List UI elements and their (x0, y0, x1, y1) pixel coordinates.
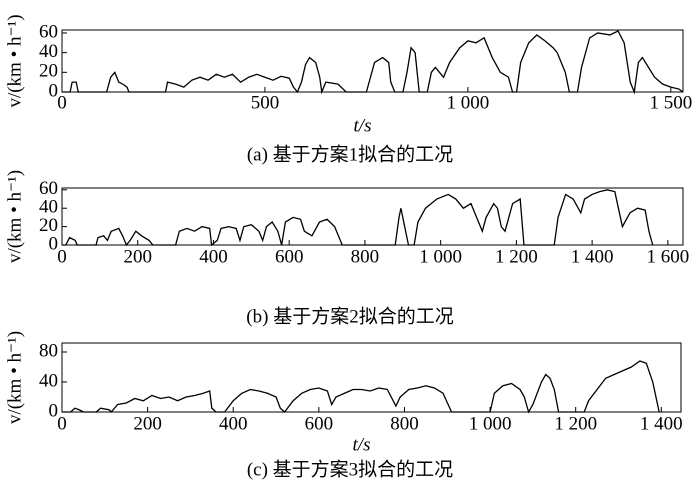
speed-line (62, 360, 660, 414)
y-tick-label: 40 (39, 41, 58, 62)
x-tick-label: 200 (123, 246, 152, 267)
y-tick-label: 60 (39, 21, 58, 42)
y-tick-label: 20 (39, 215, 58, 236)
x-tick-label: 1 200 (495, 246, 538, 267)
x-tick-label: 1 000 (419, 246, 462, 267)
x-tick-label: 0 (57, 92, 67, 113)
x-tick-label: 600 (305, 413, 334, 434)
chart-title: (b) 基于方案2拟合的工况 (246, 305, 453, 327)
plot-frame (61, 29, 684, 93)
x-tick-label: 200 (133, 413, 162, 434)
x-tick-label: 1 000 (469, 413, 512, 434)
y-axis-label: v/(km • h⁻¹) (4, 331, 25, 424)
speed-line (62, 30, 684, 95)
x-tick-label: 1 200 (554, 413, 597, 434)
x-tick-label: 1 000 (447, 92, 490, 113)
y-tick-label: 0 (49, 80, 59, 101)
x-tick-label: 1 500 (649, 92, 692, 113)
chart-title: (c) 基于方案3拟合的工况 (247, 458, 453, 480)
y-tick-label: 0 (49, 400, 59, 421)
plot-frame (61, 342, 682, 413)
x-axis-label: t/s (354, 115, 372, 136)
y-tick-label: 40 (39, 370, 58, 391)
y-axis-label: v/(km • h⁻¹) (4, 170, 25, 263)
speed-line (62, 189, 654, 247)
x-tick-label: 800 (351, 246, 380, 267)
x-tick-label: 400 (199, 246, 228, 267)
y-tick-label: 60 (39, 178, 58, 199)
x-tick-label: 1 400 (571, 246, 614, 267)
y-tick-label: 0 (49, 233, 59, 254)
y-tick-label: 40 (39, 197, 58, 218)
y-tick-label: 80 (39, 340, 58, 361)
x-tick-label: 1 600 (646, 246, 689, 267)
x-tick-label: 500 (251, 92, 280, 113)
y-axis-label: v/(km • h⁻¹) (4, 14, 25, 107)
x-tick-label: 600 (275, 246, 304, 267)
x-axis-label: t/s (353, 434, 371, 455)
x-tick-label: 1 400 (640, 413, 683, 434)
x-tick-label: 800 (390, 413, 419, 434)
x-tick-label: 0 (57, 246, 67, 267)
x-tick-label: 0 (57, 413, 67, 434)
chart-title: (a) 基于方案1拟合的工况 (247, 143, 453, 165)
x-tick-label: 400 (219, 413, 248, 434)
y-tick-label: 20 (39, 61, 58, 82)
